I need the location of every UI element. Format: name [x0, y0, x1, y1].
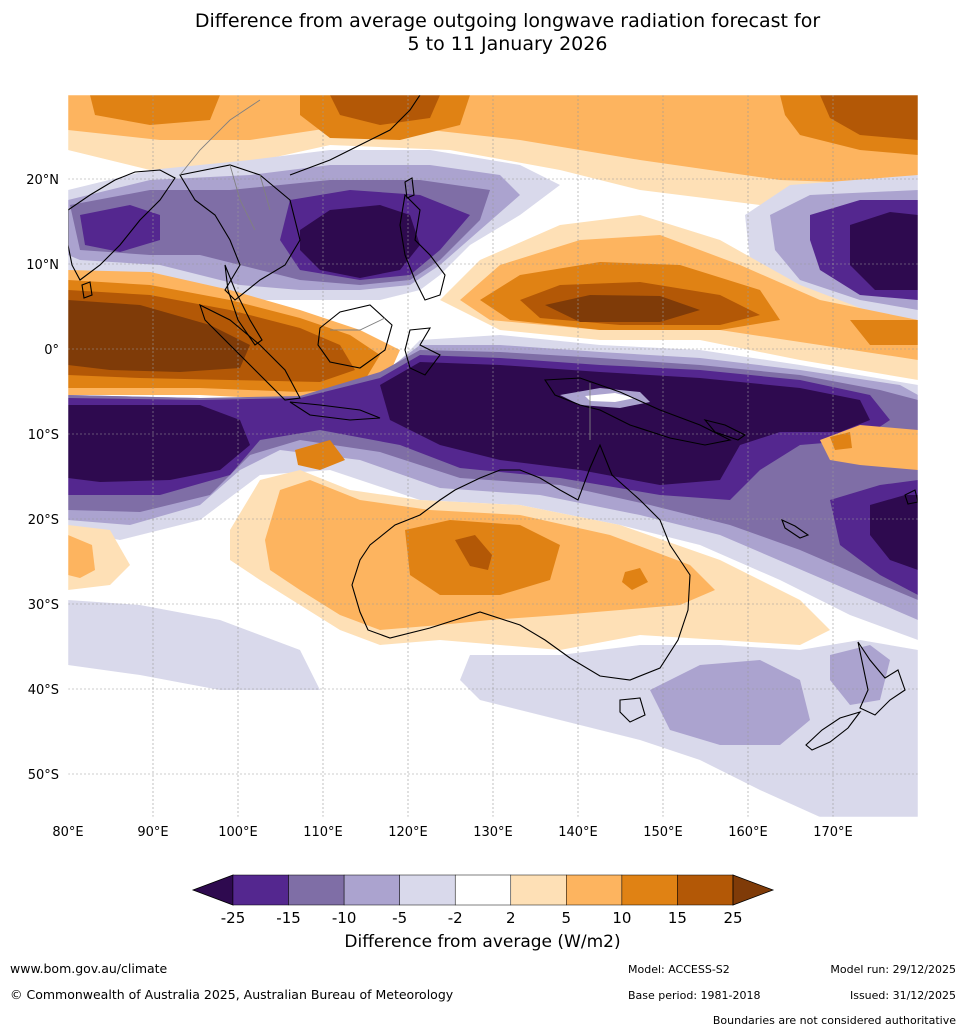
coastline-sumatra	[199, 303, 301, 401]
colorbar-segment	[566, 874, 623, 906]
colorbar-tick-label: -2	[448, 909, 463, 927]
colorbar-segment	[677, 874, 734, 906]
x-tick-label: 160°E	[728, 825, 768, 840]
y-axis-labels: 20°N 10°N 0° 10°S 20°S 30°S 40°S 50°S	[26, 173, 59, 783]
footer-disclaimer: Boundaries are not considered authoritat…	[712, 1014, 956, 1027]
footer-model-run: Model run: 29/12/2025	[830, 963, 956, 976]
x-tick-label: 110°E	[303, 825, 343, 840]
colorbar-tick-label: 2	[506, 909, 516, 927]
anomaly-region-streak-2	[585, 393, 635, 402]
colorbar-tick-label: 10	[612, 909, 631, 927]
x-tick-label: 100°E	[218, 825, 258, 840]
anomaly-region-io-positive-4	[68, 300, 250, 372]
colorbar-tick-label: 15	[668, 909, 687, 927]
colorbar-label: Difference from average (W/m2)	[344, 932, 621, 952]
coastline-solomons	[703, 419, 747, 441]
x-tick-label: 90°E	[137, 825, 168, 840]
x-tick-label: 140°E	[558, 825, 598, 840]
colorbar-segment	[510, 874, 567, 906]
coastline-australia	[351, 443, 691, 681]
anomaly-field	[68, 95, 918, 817]
colorbar-segment	[288, 874, 345, 906]
coastline-new-caledonia	[781, 518, 810, 539]
colorbar-tick-label: -25	[221, 909, 246, 927]
anomaly-region-north-negative-5	[300, 205, 420, 278]
anomaly-region-equator-positive-5	[545, 295, 700, 322]
colorbar-tick-label: -5	[392, 909, 407, 927]
y-tick-label: 10°S	[28, 428, 59, 443]
anomaly-region-south-negative-5	[68, 362, 918, 570]
y-tick-label: 30°S	[28, 598, 59, 613]
y-tick-label: 10°N	[26, 258, 59, 273]
y-tick-label: 40°S	[28, 683, 59, 698]
border-borneo	[330, 317, 386, 331]
coastline-java	[289, 401, 381, 421]
colorbar-extend-low	[191, 874, 234, 906]
coastline-malay-peninsula	[224, 264, 263, 346]
coastlines	[68, 95, 918, 751]
coastline-sulawesi	[404, 327, 441, 376]
coastline-indochina	[179, 164, 301, 301]
country-borders	[179, 99, 591, 440]
anomaly-region-w-aus-positive-2	[68, 535, 95, 578]
coastline-new-zealand-south	[805, 710, 862, 751]
coastline-new-zealand-north	[857, 641, 906, 716]
footer-base-period: Base period: 1981-2018	[628, 989, 761, 1002]
coastline-sri-lanka	[81, 281, 93, 299]
coastline-new-guinea	[544, 377, 732, 446]
colorbar-segment	[621, 874, 678, 906]
colorbar-tick-label: -15	[276, 909, 301, 927]
anomaly-region-north-positive-4	[330, 95, 918, 140]
x-tick-label: 170°E	[813, 825, 853, 840]
colorbar-tick-label: 5	[562, 909, 572, 927]
coastline-india	[68, 169, 176, 281]
graticule	[68, 95, 918, 817]
colorbar-segment	[454, 874, 512, 906]
colorbar-extend-high	[732, 874, 775, 906]
y-tick-label: 0°	[44, 343, 59, 358]
coastline-philippines	[399, 193, 446, 301]
colorbar-tick-labels: -25 -15 -10 -5 -2 2 5 10 15 25	[221, 909, 743, 927]
footer-model: Model: ACCESS-S2	[628, 963, 730, 976]
y-tick-label: 20°N	[26, 173, 59, 188]
colorbar-tick-label: -10	[332, 909, 357, 927]
coastline-fiji	[904, 489, 918, 505]
anomaly-region-aus-positive-3	[295, 432, 852, 595]
colorbar-segment	[343, 874, 400, 906]
anomaly-region-southern-ocean-1	[68, 600, 918, 817]
x-tick-label: 150°E	[643, 825, 683, 840]
anomaly-region-north-positive-2	[68, 95, 918, 185]
anomaly-region-ne-negative-4	[850, 212, 918, 290]
footer-website[interactable]: www.bom.gov.au/climate	[10, 961, 168, 976]
map-frame	[67, 94, 919, 818]
colorbar-tick-label: 25	[723, 909, 742, 927]
colorbar-segment	[232, 874, 289, 906]
footer-issued: Issued: 31/12/2025	[849, 989, 956, 1002]
coastline-china	[289, 95, 421, 176]
x-tick-label: 80°E	[52, 825, 83, 840]
title-line-2: 5 to 11 January 2026	[407, 33, 608, 55]
x-tick-label: 130°E	[473, 825, 513, 840]
y-tick-label: 20°S	[28, 513, 59, 528]
colorbar	[191, 874, 775, 906]
border-mainland-se-asia	[179, 99, 271, 231]
map-title: Difference from average outgoing longwav…	[0, 10, 965, 56]
anomaly-region-southern-ocean-2	[650, 645, 890, 745]
title-line-1: Difference from average outgoing longwav…	[194, 10, 821, 32]
coastline-taiwan	[404, 177, 415, 199]
x-axis-labels: 80°E 90°E 100°E 110°E 120°E 130°E 140°E …	[52, 825, 852, 840]
anomaly-region-aus-positive-4	[455, 535, 492, 570]
y-tick-label: 50°S	[28, 768, 59, 783]
coastline-tasmania	[619, 697, 646, 723]
colorbar-segment	[399, 874, 456, 906]
coastline-borneo	[317, 304, 393, 369]
x-tick-label: 120°E	[388, 825, 428, 840]
footer-copyright: © Commonwealth of Australia 2025, Austra…	[10, 987, 454, 1002]
